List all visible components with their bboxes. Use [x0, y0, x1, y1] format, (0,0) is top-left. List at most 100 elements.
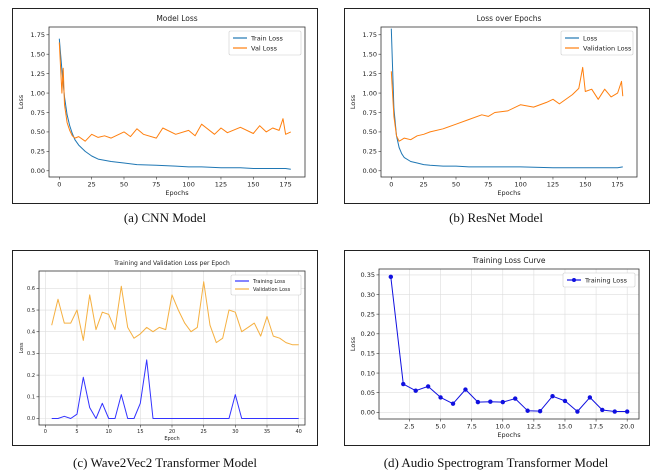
y-tick-label: 0.25: [31, 148, 45, 156]
x-axis-label: Epochs: [497, 189, 521, 197]
x-tick-label: 5: [75, 429, 78, 435]
legend-label: Validation Loss: [583, 44, 632, 52]
y-tick-label: 0.25: [363, 148, 377, 156]
series-point: [612, 409, 617, 414]
x-tick-label: 100: [514, 181, 526, 189]
x-tick-label: 5.0: [435, 423, 445, 431]
series-line-1: [390, 276, 628, 412]
y-tick-label: 0.30: [361, 291, 375, 299]
y-tick-label: 0.20: [361, 330, 375, 338]
x-tick-label: 25: [88, 181, 96, 189]
ast-caption: (d) Audio Spectrogram Transformer Model: [383, 455, 609, 470]
x-axis-label: Epoch: [164, 436, 179, 442]
legend-label: Train Loss: [250, 34, 284, 42]
legend-label: Training Loss: [252, 279, 286, 285]
resnet-chart-panel: Loss over Epochs 0 25 50 75 100 125 150 175 0.00 0…: [344, 8, 650, 204]
x-tick-label: 0: [389, 181, 393, 189]
resnet-loss-chart: Loss over Epochs 0 25 50 75 100 125 150 175 0.00 0…: [349, 14, 638, 197]
y-tick-label: 0.00: [361, 409, 375, 417]
y-tick-label: 0.10: [361, 369, 375, 377]
x-tick-label: 12.5: [527, 423, 541, 431]
ast-chart-panel: Training Loss Curve 2.5 5.0 7.5 10.0 12.5 15.0…: [344, 250, 650, 446]
series-point: [550, 394, 555, 399]
series-point: [575, 409, 580, 414]
x-tick-label: 7.5: [467, 423, 477, 431]
y-tick-label: 0.50: [363, 128, 377, 136]
x-tick-label: 40: [295, 429, 301, 435]
x-tick-label: 30: [232, 429, 238, 435]
x-tick-label: 15.0: [558, 423, 572, 431]
legend-label: Val Loss: [251, 44, 278, 52]
ast-loss-chart: Training Loss Curve 2.5 5.0 7.5 10.0 12.5 15.0…: [349, 256, 640, 439]
x-tick-label: 10: [105, 429, 111, 435]
chart-title: Training Loss Curve: [472, 256, 546, 265]
series-point: [425, 384, 431, 389]
series-point: [413, 388, 418, 393]
cnn-caption: (a) CNN Model: [123, 210, 207, 225]
y-tick-label: 0.1: [27, 395, 35, 401]
series-point: [500, 399, 505, 405]
series-point: [450, 401, 456, 406]
series-line-2: [58, 42, 292, 142]
plot-frame: [48, 26, 306, 178]
y-tick-label: 1.50: [31, 50, 45, 58]
series-point: [513, 396, 518, 401]
y-axis-label: Loss: [349, 94, 357, 109]
x-tick-label: 50: [452, 181, 460, 189]
resnet-caption: (b) ResNet Model: [449, 210, 543, 225]
y-axis-label: Loss: [349, 336, 357, 351]
x-tick-label: 150: [247, 181, 259, 189]
y-tick-label: 0.35: [361, 271, 375, 279]
y-tick-label: 1.00: [31, 89, 45, 97]
y-tick-label: 0.0: [27, 416, 35, 422]
series-point: [488, 399, 493, 404]
x-tick-label: 20.0: [620, 423, 634, 431]
y-tick-label: 0.5: [27, 308, 35, 314]
y-tick-label: 1.25: [31, 70, 45, 78]
legend-box: [230, 274, 302, 296]
legend-box: [562, 272, 636, 288]
y-tick-label: 0.25: [361, 310, 375, 318]
y-tick-label: 1.75: [31, 31, 45, 39]
y-axis-label: Loss: [17, 94, 25, 109]
wav2vec2-caption: (c) Wave2Vec2 Transformer Model: [73, 455, 257, 470]
x-tick-label: 17.5: [589, 423, 603, 431]
series-point: [401, 381, 406, 387]
x-tick-label: 15: [137, 429, 143, 435]
cnn-loss-chart: Model Loss 0 25 50 75 100 125 150 175 0.00 0.25 0.5…: [17, 14, 306, 197]
x-tick-label: 35: [264, 429, 270, 435]
x-tick-label: 75: [152, 181, 160, 189]
series-point: [463, 387, 468, 392]
legend-box: [228, 30, 302, 56]
x-tick-label: 20: [169, 429, 175, 435]
legend-box: [560, 30, 634, 56]
x-tick-label: 2.5: [404, 423, 414, 431]
series-point: [562, 398, 568, 404]
x-tick-label: 175: [279, 181, 291, 189]
y-tick-label: 1.50: [363, 50, 377, 58]
x-tick-label: 175: [611, 181, 623, 189]
x-tick-label: 100: [182, 181, 194, 189]
series-point: [388, 274, 394, 280]
y-tick-label: 0.00: [31, 167, 45, 175]
y-tick-label: 0.15: [361, 350, 375, 358]
series-line-2: [390, 66, 624, 142]
y-tick-label: 1.25: [363, 70, 377, 78]
y-tick-label: 0.75: [363, 109, 377, 117]
series-point: [525, 408, 530, 413]
plot-frame: [380, 26, 638, 178]
y-tick-label: 1.75: [363, 31, 377, 39]
x-tick-label: 0: [57, 181, 61, 189]
y-tick-label: 0.4: [27, 329, 35, 335]
x-tick-label: 125: [547, 181, 559, 189]
series-point: [537, 408, 543, 414]
plot-frame: [378, 268, 640, 420]
legend-marker: [572, 278, 576, 282]
x-tick-label: 150: [579, 181, 591, 189]
series-point: [600, 407, 605, 413]
x-tick-label: 10.0: [496, 423, 510, 431]
series-point: [587, 395, 593, 400]
x-tick-label: 25: [200, 429, 206, 435]
chart-title: Model Loss: [156, 14, 197, 23]
x-axis-label: Epochs: [165, 189, 189, 197]
